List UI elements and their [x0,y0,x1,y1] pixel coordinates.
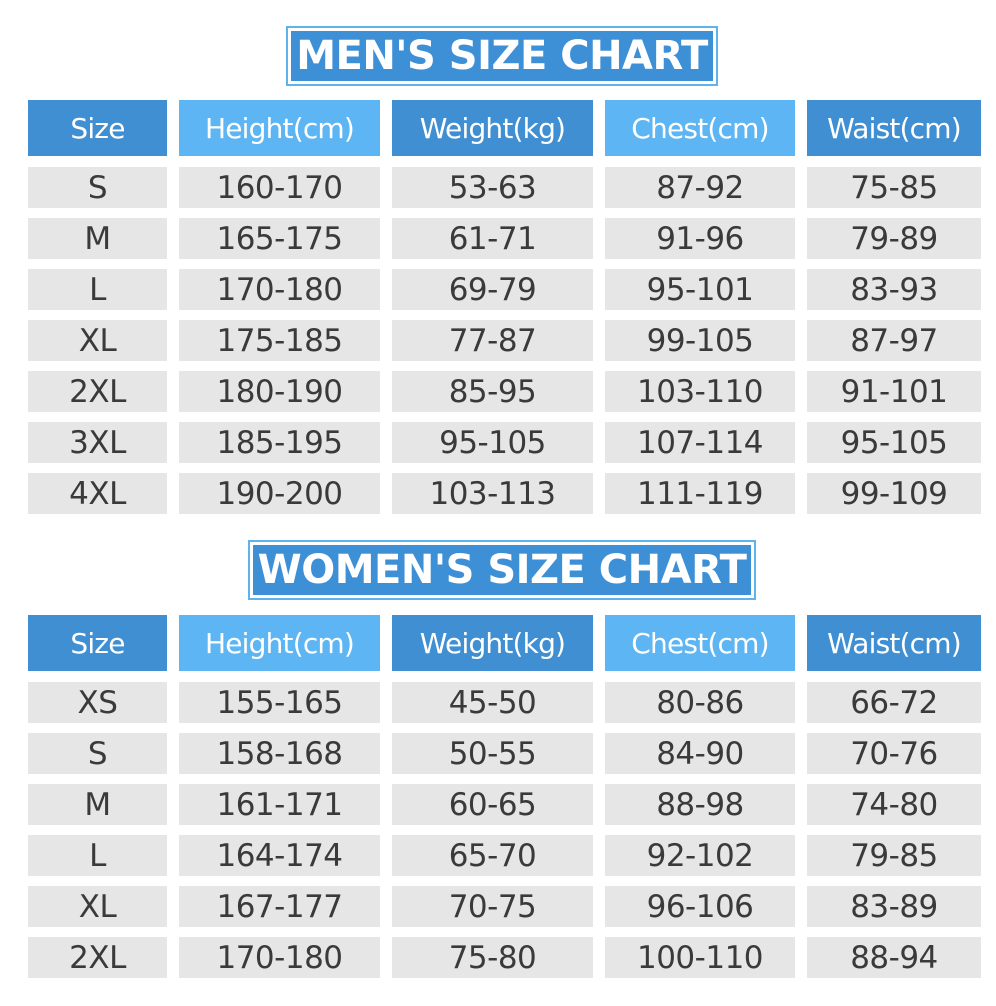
table-cell-height: 175-185 [179,320,380,361]
table-cell-waist: 79-89 [807,218,981,259]
table-cell-weight: 75-80 [392,937,593,978]
table-cell-weight: 60-65 [392,784,593,825]
column-header-waist: Waist(cm) [807,615,981,671]
table-cell-weight: 50-55 [392,733,593,774]
table-cell-size: S [28,167,167,208]
table-cell-waist: 75-85 [807,167,981,208]
table-cell-height: 165-175 [179,218,380,259]
column-header-size: Size [28,100,167,156]
table-row: M 165-175 61-71 91-96 79-89 [28,218,981,259]
table-cell-size: 3XL [28,422,167,463]
table-cell-weight: 53-63 [392,167,593,208]
table-cell-chest: 91-96 [605,218,795,259]
table-cell-height: 155-165 [179,682,380,723]
table-row: M 161-171 60-65 88-98 74-80 [28,784,981,825]
column-header-waist: Waist(cm) [807,100,981,156]
table-cell-chest: 87-92 [605,167,795,208]
table-cell-waist: 83-89 [807,886,981,927]
table-row: L 164-174 65-70 92-102 79-85 [28,835,981,876]
table-cell-weight: 45-50 [392,682,593,723]
table-cell-chest: 92-102 [605,835,795,876]
table-cell-height: 158-168 [179,733,380,774]
table-cell-size: S [28,733,167,774]
table-cell-size: L [28,835,167,876]
table-cell-waist: 74-80 [807,784,981,825]
column-header-weight: Weight(kg) [392,100,593,156]
header-row: Size Height(cm) Weight(kg) Chest(cm) Waist(c… [28,615,981,671]
table-row: 2XL 180-190 85-95 103-110 91-101 [28,371,981,412]
header-row: Size Height(cm) Weight(kg) Chest(cm) Waist(c… [28,100,981,156]
table-cell-chest: 96-106 [605,886,795,927]
table-cell-height: 170-180 [179,269,380,310]
column-header-chest: Chest(cm) [605,615,795,671]
table-cell-chest: 100-110 [605,937,795,978]
table-cell-chest: 80-86 [605,682,795,723]
table-cell-waist: 70-76 [807,733,981,774]
table-cell-height: 180-190 [179,371,380,412]
table-cell-height: 170-180 [179,937,380,978]
table-cell-height: 161-171 [179,784,380,825]
mens-size-chart-title: MEN'S SIZE CHART [286,26,718,86]
table-cell-size: L [28,269,167,310]
table-cell-height: 164-174 [179,835,380,876]
table-cell-height: 167-177 [179,886,380,927]
column-header-height: Height(cm) [179,100,380,156]
table-row: S 160-170 53-63 87-92 75-85 [28,167,981,208]
table-cell-chest: 103-110 [605,371,795,412]
womens-size-table: Size Height(cm) Weight(kg) Chest(cm) Waist(c… [28,615,981,978]
table-cell-chest: 84-90 [605,733,795,774]
table-cell-size: XS [28,682,167,723]
table-cell-waist: 83-93 [807,269,981,310]
table-cell-weight: 61-71 [392,218,593,259]
table-cell-weight: 70-75 [392,886,593,927]
table-row: 2XL 170-180 75-80 100-110 88-94 [28,937,981,978]
table-cell-waist: 88-94 [807,937,981,978]
table-row: XL 167-177 70-75 96-106 83-89 [28,886,981,927]
column-header-size: Size [28,615,167,671]
table-row: 4XL 190-200 103-113 111-119 99-109 [28,473,981,514]
table-cell-height: 190-200 [179,473,380,514]
table-cell-size: M [28,218,167,259]
table-cell-chest: 95-101 [605,269,795,310]
table-cell-size: 2XL [28,937,167,978]
table-cell-weight: 69-79 [392,269,593,310]
table-cell-chest: 111-119 [605,473,795,514]
table-cell-waist: 87-97 [807,320,981,361]
table-row: XS 155-165 45-50 80-86 66-72 [28,682,981,723]
table-cell-chest: 88-98 [605,784,795,825]
table-row: XL 175-185 77-87 99-105 87-97 [28,320,981,361]
table-cell-size: M [28,784,167,825]
table-cell-chest: 107-114 [605,422,795,463]
table-cell-height: 160-170 [179,167,380,208]
table-row: S 158-168 50-55 84-90 70-76 [28,733,981,774]
table-cell-weight: 95-105 [392,422,593,463]
table-cell-size: XL [28,886,167,927]
table-cell-size: 2XL [28,371,167,412]
table-cell-size: 4XL [28,473,167,514]
column-header-weight: Weight(kg) [392,615,593,671]
table-cell-weight: 77-87 [392,320,593,361]
table-cell-weight: 85-95 [392,371,593,412]
table-row: 3XL 185-195 95-105 107-114 95-105 [28,422,981,463]
table-cell-weight: 103-113 [392,473,593,514]
table-row: L 170-180 69-79 95-101 83-93 [28,269,981,310]
mens-size-table: Size Height(cm) Weight(kg) Chest(cm) Waist(c… [28,100,981,514]
table-cell-waist: 66-72 [807,682,981,723]
table-cell-weight: 65-70 [392,835,593,876]
table-cell-height: 185-195 [179,422,380,463]
table-cell-waist: 79-85 [807,835,981,876]
womens-size-chart-title: WOMEN'S SIZE CHART [248,540,756,600]
table-cell-waist: 95-105 [807,422,981,463]
table-cell-chest: 99-105 [605,320,795,361]
column-header-height: Height(cm) [179,615,380,671]
column-header-chest: Chest(cm) [605,100,795,156]
table-cell-size: XL [28,320,167,361]
table-cell-waist: 99-109 [807,473,981,514]
table-cell-waist: 91-101 [807,371,981,412]
